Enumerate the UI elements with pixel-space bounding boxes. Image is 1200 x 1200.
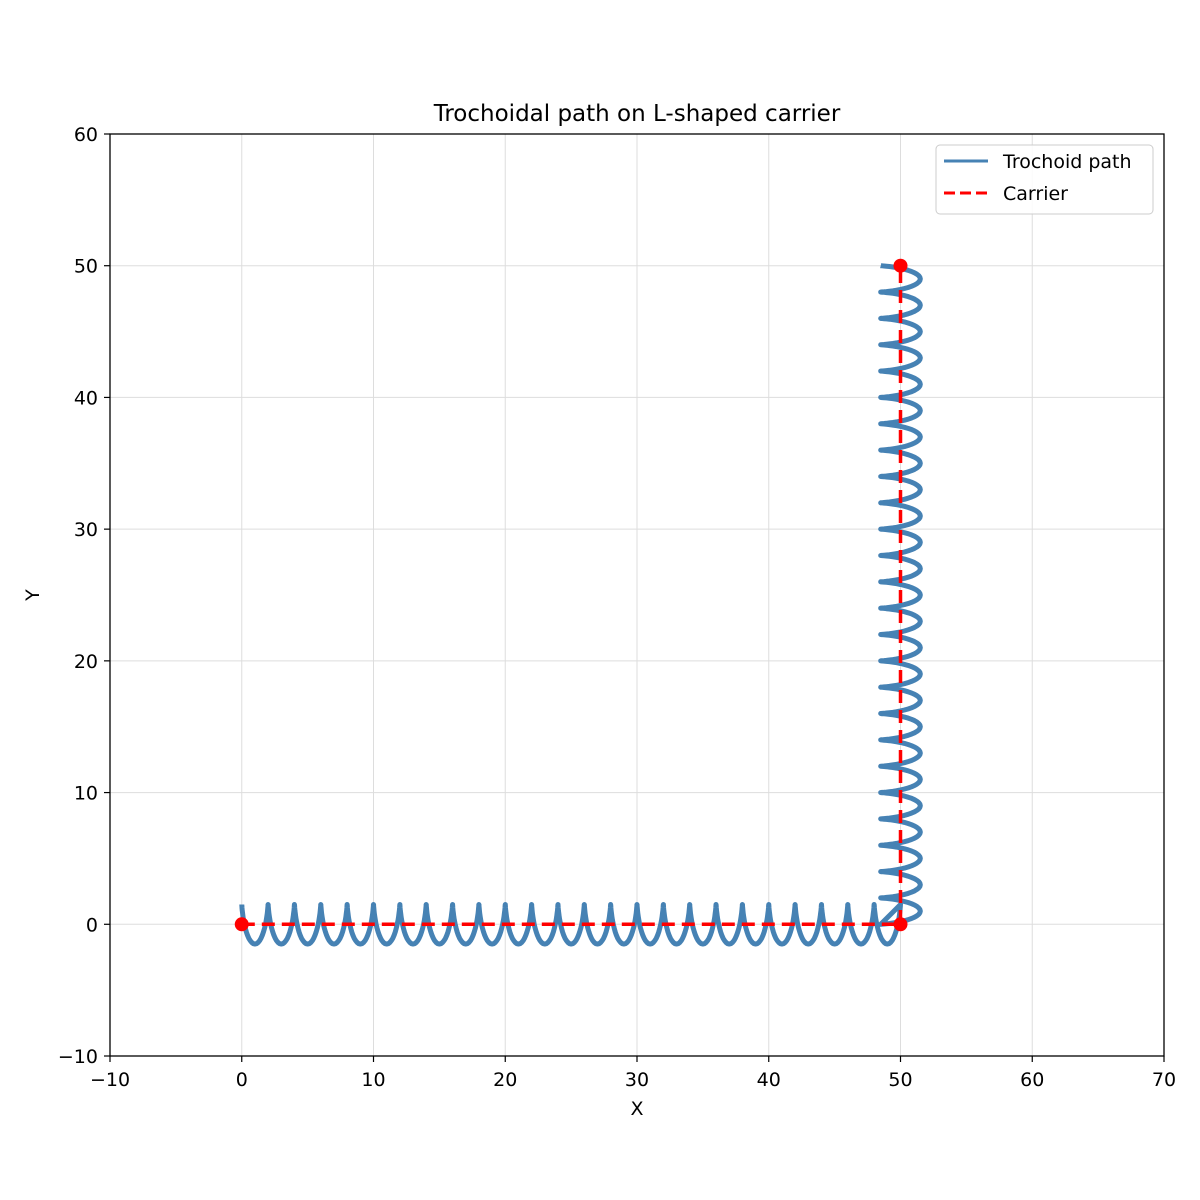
x-tick-label: 20 [493, 1069, 517, 1091]
carrier-vertex-marker [893, 258, 908, 273]
x-tick-label: 0 [236, 1069, 248, 1091]
series-trochoid-path [239, 263, 923, 947]
axis-ticks: −10 0 10 20 30 40 50 60 70 −10 0 10 20 30 40 50 60 [58, 124, 1176, 1091]
legend-label-trochoid-path: Trochoid path [1002, 151, 1132, 173]
y-tick-label: 0 [86, 914, 98, 936]
x-tick-label: 50 [888, 1069, 912, 1091]
x-tick-label: 60 [1020, 1069, 1044, 1091]
y-tick-label: 30 [74, 519, 98, 541]
legend: Trochoid path Carrier [935, 144, 1154, 215]
y-tick-label: 10 [74, 783, 98, 805]
x-tick-label: 40 [757, 1069, 781, 1091]
legend-label-carrier: Carrier [1003, 183, 1068, 205]
plot-area [234, 258, 923, 947]
x-tick-label: 30 [625, 1069, 649, 1091]
y-tick-label: 60 [74, 124, 98, 146]
x-axis-label: X [630, 1098, 643, 1120]
carrier-vertex-marker [234, 917, 249, 932]
legend-box [935, 144, 1154, 215]
chart-title: Trochoidal path on L-shaped carrier [433, 101, 841, 127]
x-tick-label: 10 [361, 1069, 385, 1091]
x-tick-label: 70 [1152, 1069, 1176, 1091]
y-tick-label: 50 [74, 256, 98, 278]
y-tick-label: −10 [58, 1046, 98, 1068]
carrier-vertex-marker [893, 917, 908, 932]
x-tick-label: −10 [90, 1069, 130, 1091]
y-axis-label: Y [22, 589, 44, 602]
y-tick-label: 40 [74, 387, 98, 409]
y-tick-label: 20 [74, 651, 98, 673]
